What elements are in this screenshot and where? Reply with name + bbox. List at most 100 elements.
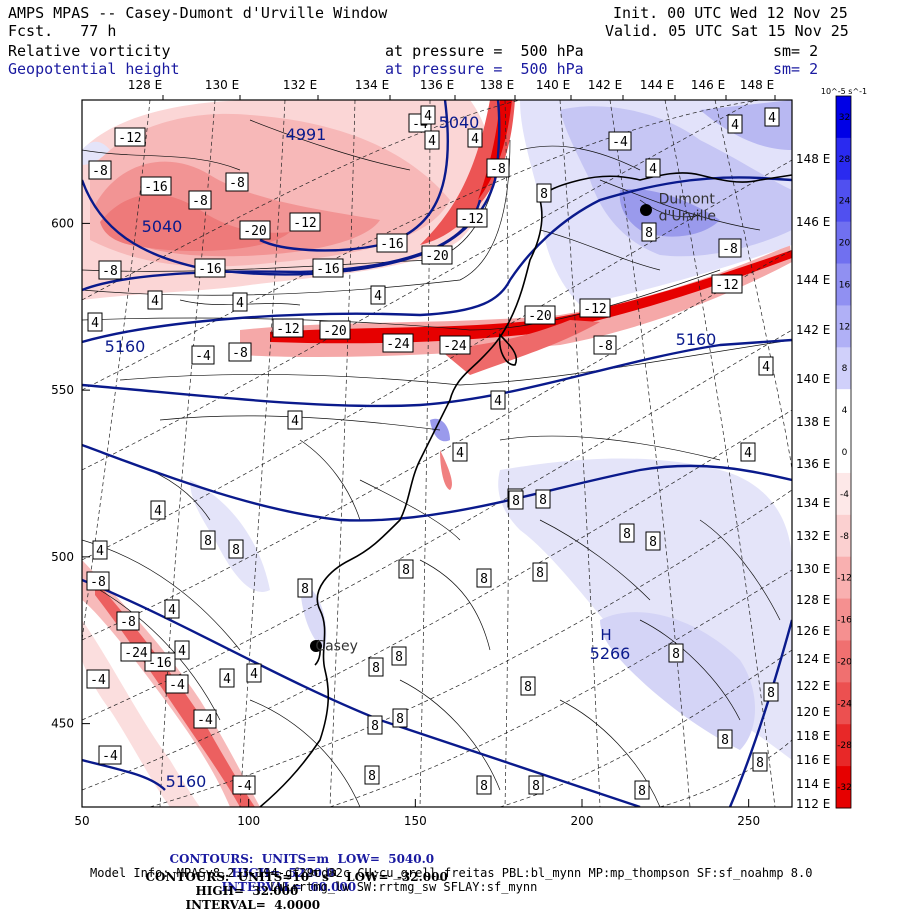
vorticity-label-box [239, 220, 271, 240]
vorticity-label: 8 [512, 494, 520, 509]
vorticity-label-box [376, 233, 408, 253]
latitude-label: 134 E [796, 496, 830, 510]
vorticity-label: 8 [767, 686, 775, 701]
vorticity-label-box [508, 490, 524, 510]
vorticity-label-box [524, 305, 556, 325]
vorticity-label-box [439, 335, 471, 355]
vorticity-label-box [456, 208, 488, 228]
height-contour-interval: INTERVAL= 60.000 [221, 880, 357, 894]
colorbar-label: 0 [842, 448, 848, 458]
map-title: AMPS MPAS -- Casey-Dumont d'Urville Wind… [8, 4, 388, 22]
vorticity-label-box [232, 292, 248, 312]
vorticity-label-box [619, 523, 635, 543]
vorticity-label-box [392, 708, 408, 728]
vorticity-label: -12 [715, 278, 738, 293]
vorticity-label: -12 [118, 131, 141, 146]
vorticity-label-box [228, 539, 244, 559]
vorticity-label-box [367, 715, 383, 735]
colorbar-unit: 10^-5 s^-1 [821, 87, 867, 96]
longitude-label: 136 E [420, 78, 454, 92]
colorbar-swatch [836, 472, 851, 516]
vorticity-label: -8 [597, 339, 613, 354]
vorticity-label-box [364, 765, 380, 785]
colorbar-label: -8 [840, 532, 849, 542]
forecast-hour: Fcst. 77 h [8, 22, 117, 40]
longitude-label: 132 E [283, 78, 317, 92]
vorticity-label-box [225, 172, 249, 192]
vorticity-label-box [98, 260, 122, 280]
vorticity-label-box [219, 668, 235, 688]
vorticity-label: -24 [443, 339, 467, 354]
colorbar-swatch [836, 389, 851, 432]
vorticity-label-box [164, 599, 180, 619]
vorticity-label-box [535, 489, 551, 509]
vorticity-label: -20 [425, 249, 448, 264]
vorticity-label: 8 [301, 582, 309, 597]
y-tick-label: 500 [51, 550, 74, 564]
height-label: 5160 [105, 337, 146, 356]
vorticity-label: 8 [536, 566, 544, 581]
colorbar-frame [835, 95, 852, 809]
colorbar-label: 20 [839, 239, 851, 249]
vorticity-label-box [593, 335, 617, 355]
vorticity-label: 4 [428, 134, 436, 149]
vorticity-contour-low: LOW= -32.000 [337, 870, 448, 884]
vorticity-label-box [645, 158, 661, 178]
vorticity-label: -4 [169, 678, 185, 693]
vorticity-label-box [641, 222, 657, 242]
vorticity-label-box [717, 729, 733, 749]
x-tick-label: 150 [404, 814, 427, 828]
longitude-label: 142 E [588, 78, 622, 92]
vorticity-label-box [368, 657, 384, 677]
dumont-durville-marker [640, 204, 652, 216]
vorticity-label-box [528, 775, 544, 795]
vorticity-label: -20 [243, 224, 266, 239]
vorticity-label: 4 [168, 603, 176, 618]
vorticity-label: 8 [672, 647, 680, 662]
vorticity-label: 8 [395, 650, 403, 665]
vorticity-label: 8 [371, 719, 379, 734]
latitude-label: 112 E [796, 797, 830, 811]
vorticity-contour-high: HIGH= 32.000 [195, 884, 299, 898]
colorbar-label: -20 [837, 657, 852, 667]
vorticity-label: -16 [380, 237, 403, 252]
height-label: 5160 [676, 330, 717, 349]
footer-line-1: CONTOURS: UNITS=m LOW= 5040.0 HIGH= 5220… [155, 838, 434, 894]
x-tick-label: 100 [237, 814, 260, 828]
vorticity-label: 8 [232, 543, 240, 558]
vorticity-label: -12 [460, 212, 483, 227]
vorticity-label: 4 [151, 294, 159, 309]
colorbar-label: 24 [839, 197, 851, 207]
vorticity-label: 8 [539, 493, 547, 508]
vorticity-label: -8 [92, 164, 108, 179]
vorticity-label-box [752, 752, 768, 772]
station-markers [310, 204, 652, 652]
vorticity-label: -20 [528, 309, 551, 324]
colorbar-label: 12 [839, 322, 850, 332]
vorticity-label-box [228, 342, 252, 362]
vorticity-label-box [382, 333, 414, 353]
colorbar-swatch [836, 724, 851, 767]
vorticity-label: 4 [250, 667, 258, 682]
colorbar-label: -32 [837, 783, 852, 793]
longitude-label: 140 E [536, 78, 570, 92]
vorticity-label-box [98, 745, 122, 765]
field1-smoothing: sm= 2 [773, 42, 819, 60]
latitude-label: 122 E [796, 679, 830, 693]
vorticity-label: 4 [96, 544, 104, 559]
longitude-label: 128 E [128, 78, 162, 92]
x-tick-label: 50 [74, 814, 89, 828]
longitude-label: 138 E [480, 78, 514, 92]
latitude-label: 116 E [796, 753, 830, 767]
vorticity-label: -12 [583, 302, 606, 317]
latitude-label: 136 E [796, 457, 830, 471]
seconds-exponent: -1 [328, 868, 338, 878]
vorticity-label: 4 [731, 118, 739, 133]
vorticity-label-box [727, 114, 743, 134]
vorticity-label: 8 [368, 769, 376, 784]
vorticity-label-box [88, 160, 112, 180]
vorticity-label-box [740, 442, 756, 462]
colorbar-swatch [836, 682, 851, 725]
vorticity-label: 8 [649, 535, 657, 550]
